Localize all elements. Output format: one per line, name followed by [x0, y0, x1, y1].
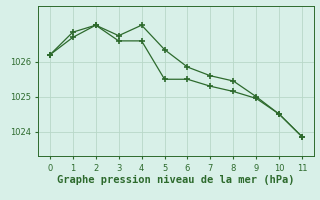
X-axis label: Graphe pression niveau de la mer (hPa): Graphe pression niveau de la mer (hPa) — [57, 175, 295, 185]
